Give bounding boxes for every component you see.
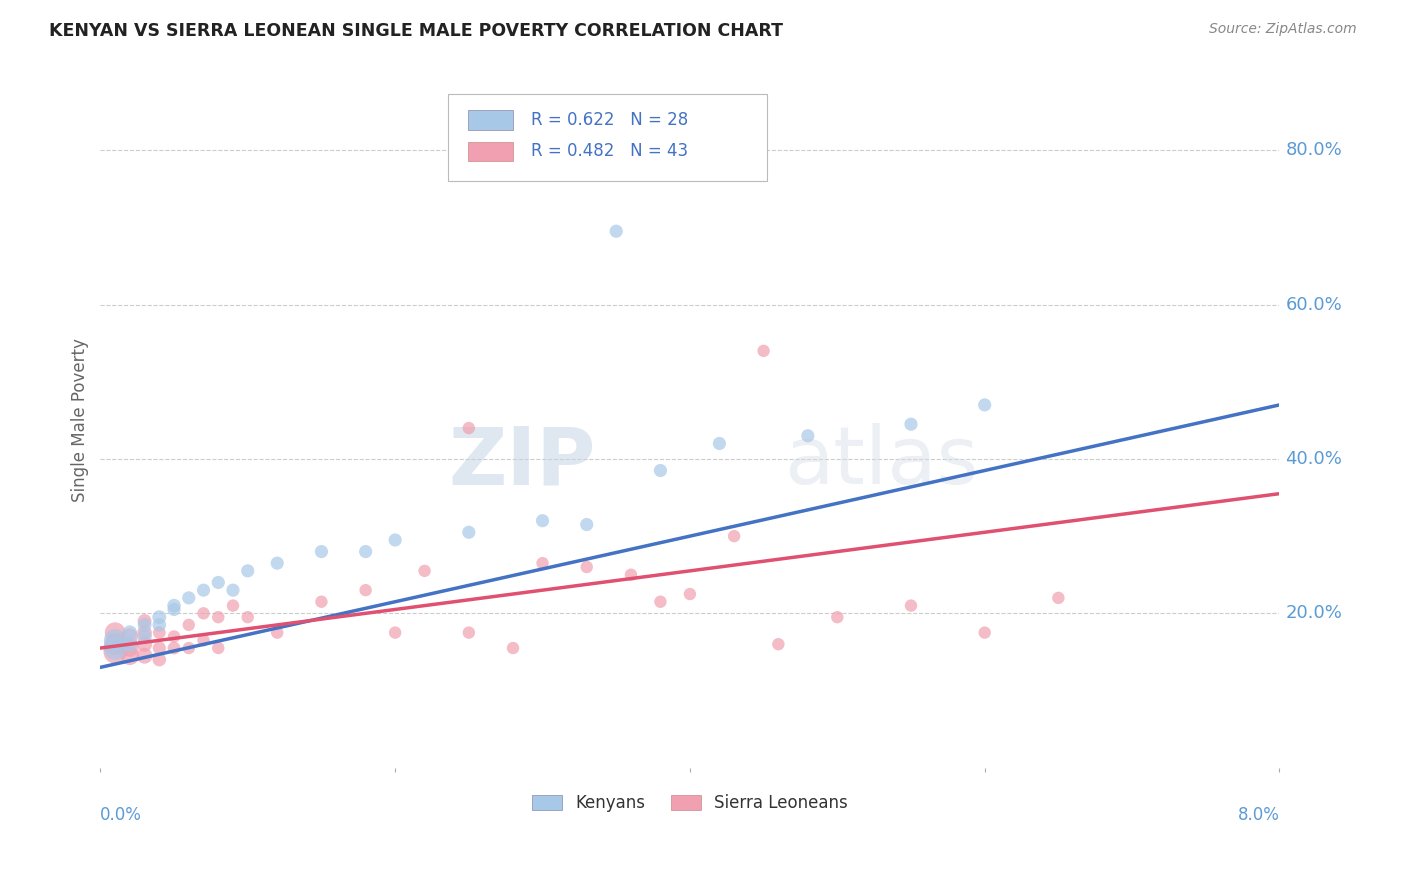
Point bbox=[752, 343, 775, 358]
Point bbox=[148, 641, 170, 656]
Point bbox=[193, 583, 215, 598]
Text: 8.0%: 8.0% bbox=[1237, 805, 1279, 824]
Point bbox=[207, 575, 229, 590]
Point bbox=[384, 533, 406, 547]
Point bbox=[134, 637, 156, 651]
Point bbox=[177, 641, 200, 656]
FancyBboxPatch shape bbox=[468, 142, 513, 161]
Point bbox=[193, 607, 215, 621]
Point bbox=[134, 630, 156, 644]
Point bbox=[723, 529, 745, 543]
Point bbox=[413, 564, 436, 578]
Text: 80.0%: 80.0% bbox=[1285, 141, 1343, 159]
Text: R = 0.482   N = 43: R = 0.482 N = 43 bbox=[530, 143, 688, 161]
Point bbox=[768, 637, 790, 651]
Text: KENYAN VS SIERRA LEONEAN SINGLE MALE POVERTY CORRELATION CHART: KENYAN VS SIERRA LEONEAN SINGLE MALE POV… bbox=[49, 22, 783, 40]
Point bbox=[177, 618, 200, 632]
Point bbox=[531, 514, 554, 528]
Text: 60.0%: 60.0% bbox=[1285, 295, 1343, 314]
Point bbox=[457, 525, 479, 540]
Point bbox=[134, 648, 156, 663]
Point bbox=[973, 398, 995, 412]
Point bbox=[457, 421, 479, 435]
Point bbox=[605, 224, 627, 238]
Point bbox=[104, 637, 127, 651]
Text: R = 0.622   N = 28: R = 0.622 N = 28 bbox=[530, 112, 688, 129]
Text: 40.0%: 40.0% bbox=[1285, 450, 1343, 468]
Point bbox=[650, 595, 672, 609]
Point bbox=[104, 645, 127, 659]
Point bbox=[134, 614, 156, 628]
Point bbox=[207, 641, 229, 656]
Point bbox=[679, 587, 702, 601]
Point bbox=[457, 625, 479, 640]
Point bbox=[620, 567, 643, 582]
Text: 0.0%: 0.0% bbox=[100, 805, 142, 824]
Point bbox=[148, 610, 170, 624]
Point bbox=[118, 648, 141, 663]
Point bbox=[354, 544, 377, 558]
Y-axis label: Single Male Poverty: Single Male Poverty bbox=[72, 338, 89, 502]
Legend: Kenyans, Sierra Leoneans: Kenyans, Sierra Leoneans bbox=[526, 787, 855, 819]
Point bbox=[236, 564, 259, 578]
Point bbox=[900, 599, 922, 613]
Point bbox=[118, 637, 141, 651]
Point bbox=[104, 641, 127, 656]
Point bbox=[266, 556, 288, 570]
Point bbox=[311, 544, 333, 558]
Point bbox=[266, 625, 288, 640]
Point bbox=[118, 625, 141, 640]
Point bbox=[104, 633, 127, 648]
Point bbox=[973, 625, 995, 640]
Point bbox=[236, 610, 259, 624]
Point bbox=[148, 653, 170, 667]
Point bbox=[1047, 591, 1070, 605]
Point bbox=[222, 583, 245, 598]
Point bbox=[163, 641, 186, 656]
Point bbox=[163, 630, 186, 644]
Text: 20.0%: 20.0% bbox=[1285, 604, 1343, 623]
Point bbox=[575, 517, 598, 532]
Point bbox=[134, 625, 156, 640]
Point bbox=[134, 618, 156, 632]
Point bbox=[163, 602, 186, 616]
Point bbox=[163, 599, 186, 613]
Point bbox=[207, 610, 229, 624]
Point bbox=[118, 641, 141, 656]
Point bbox=[354, 583, 377, 598]
FancyBboxPatch shape bbox=[468, 111, 513, 130]
Point bbox=[384, 625, 406, 640]
Point bbox=[709, 436, 731, 450]
Text: Source: ZipAtlas.com: Source: ZipAtlas.com bbox=[1209, 22, 1357, 37]
Point bbox=[104, 625, 127, 640]
Point bbox=[118, 630, 141, 644]
Point bbox=[148, 625, 170, 640]
Point bbox=[650, 463, 672, 477]
Point bbox=[502, 641, 524, 656]
Point bbox=[311, 595, 333, 609]
Point bbox=[177, 591, 200, 605]
Text: atlas: atlas bbox=[785, 423, 979, 501]
Text: ZIP: ZIP bbox=[449, 423, 596, 501]
Point bbox=[222, 599, 245, 613]
FancyBboxPatch shape bbox=[449, 94, 766, 181]
Point bbox=[148, 618, 170, 632]
Point bbox=[531, 556, 554, 570]
Point bbox=[575, 560, 598, 574]
Point bbox=[193, 633, 215, 648]
Point bbox=[900, 417, 922, 432]
Point bbox=[827, 610, 849, 624]
Point bbox=[797, 429, 820, 443]
